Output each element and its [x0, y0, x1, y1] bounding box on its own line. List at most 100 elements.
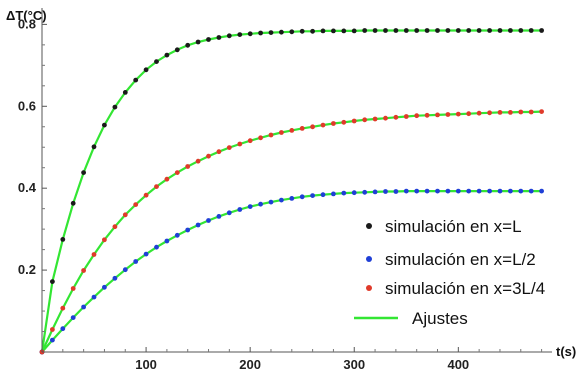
data-point-s1: [206, 37, 211, 42]
data-point-s1: [216, 35, 222, 40]
data-point-s3: [133, 202, 139, 208]
data-point-s1: [362, 28, 368, 33]
data-point-s3: [539, 109, 544, 114]
data-point-s3: [195, 158, 201, 164]
data-point-s1: [143, 67, 149, 73]
data-point-s1: [372, 28, 378, 33]
data-point-s2: [372, 189, 378, 195]
data-point-s2: [102, 284, 107, 290]
data-point-s3: [112, 224, 118, 230]
y-tick-label: 0.2: [18, 262, 36, 277]
data-point-s3: [497, 110, 503, 115]
data-point-s2: [393, 189, 399, 194]
data-point-s2: [247, 204, 253, 210]
data-point-s1: [247, 31, 253, 37]
data-point-s3: [424, 112, 430, 118]
data-point-s2: [279, 197, 284, 203]
data-point-s3: [226, 145, 232, 151]
data-point-s1: [414, 28, 420, 33]
data-point-s1: [268, 30, 274, 35]
data-point-s1: [50, 279, 55, 284]
legend-swatch-dot: [366, 223, 372, 229]
data-point-s3: [320, 122, 326, 128]
data-point-s3: [393, 114, 399, 120]
data-point-s1: [70, 200, 76, 206]
data-point-s1: [403, 28, 409, 33]
data-point-s3: [414, 113, 420, 119]
y-axis-label: ΔT(°C): [6, 8, 47, 23]
data-point-s2: [237, 207, 243, 212]
data-point-s3: [164, 176, 170, 182]
y-tick-label: 0.8: [18, 16, 36, 31]
data-point-s1: [435, 28, 440, 33]
data-point-s1: [237, 32, 243, 37]
data-point-s3: [403, 114, 409, 119]
data-point-s2: [50, 337, 55, 343]
data-point-s2: [143, 251, 149, 257]
data-point-s1: [497, 28, 503, 33]
data-point-s2: [497, 188, 503, 194]
data-point-s2: [466, 188, 472, 194]
data-point-s2: [445, 188, 451, 194]
data-point-s2: [310, 193, 315, 199]
data-point-s1: [102, 122, 107, 128]
data-point-s2: [112, 275, 118, 281]
data-point-s2: [351, 190, 357, 196]
data-point-s1: [455, 28, 461, 33]
data-point-s3: [258, 135, 263, 141]
data-point-s3: [289, 127, 295, 133]
data-point-s2: [185, 227, 191, 233]
data-point-s3: [351, 118, 357, 124]
data-point-s1: [289, 29, 295, 35]
y-tick-label: 0.4: [18, 180, 37, 195]
data-point-s1: [185, 42, 191, 48]
data-point-s2: [122, 267, 128, 273]
legend-label: Ajustes: [412, 309, 468, 328]
data-point-s1: [383, 28, 388, 33]
data-point-s3: [206, 153, 211, 159]
data-point-s3: [466, 111, 472, 117]
data-point-s2: [435, 188, 440, 194]
data-point-s3: [508, 110, 513, 115]
data-point-s1: [393, 28, 399, 33]
data-point-s1: [341, 28, 347, 34]
data-point-s2: [206, 218, 211, 223]
data-point-s3: [185, 164, 191, 169]
data-point-s1: [133, 77, 139, 83]
legend-swatch-dot: [366, 285, 372, 291]
data-point-s1: [476, 28, 482, 33]
data-point-s2: [133, 259, 139, 264]
data-point-s1: [226, 33, 232, 39]
data-point-s1: [279, 29, 284, 35]
data-point-s3: [50, 327, 55, 332]
x-tick-label: 200: [239, 357, 261, 371]
y-tick-label: 0.6: [18, 98, 36, 113]
data-point-s3: [362, 117, 368, 123]
data-point-s2: [414, 188, 420, 194]
data-point-s3: [279, 130, 284, 135]
data-point-s3: [122, 212, 128, 218]
data-point-s3: [476, 110, 482, 116]
data-point-s3: [247, 138, 253, 144]
data-point-s2: [403, 188, 409, 194]
data-point-s1: [112, 104, 118, 110]
data-point-s1: [195, 39, 201, 45]
data-point-s1: [310, 28, 315, 34]
data-point-s1: [487, 28, 492, 33]
data-point-s1: [424, 28, 430, 33]
data-point-s3: [341, 119, 347, 125]
data-point-s3: [487, 110, 492, 116]
data-point-s3: [237, 141, 243, 147]
data-point-s1: [81, 170, 86, 176]
data-point-s1: [164, 52, 170, 58]
ticks: 100 200 300 400 0.2 0.4 0.6 0.8: [18, 16, 543, 371]
data-point-s3: [91, 252, 97, 257]
legend: simulación en x=L simulación en x=L/2 simu…: [354, 217, 545, 328]
data-point-s3: [102, 237, 107, 243]
data-point-s2: [331, 191, 336, 197]
data-point-s3: [331, 121, 336, 126]
x-tick-label: 100: [135, 357, 157, 371]
data-point-s2: [320, 192, 326, 198]
data-point-s3: [174, 170, 180, 176]
